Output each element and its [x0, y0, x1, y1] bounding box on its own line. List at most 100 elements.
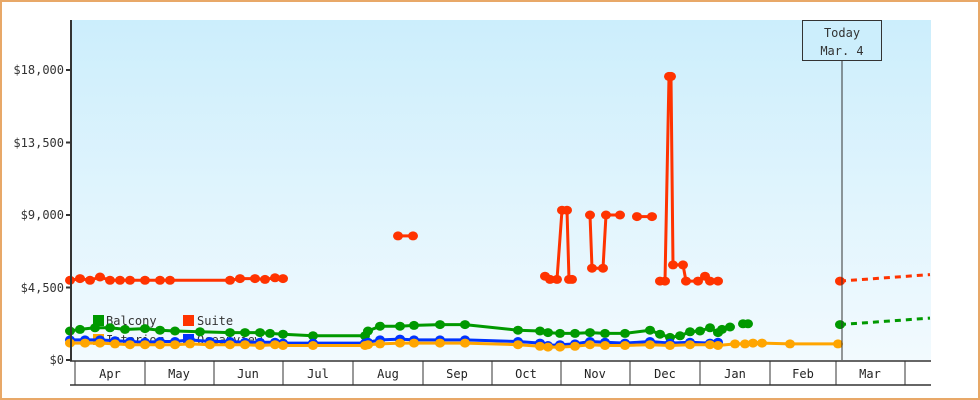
data-point[interactable]	[555, 328, 565, 338]
data-point[interactable]	[645, 325, 655, 335]
data-point[interactable]	[255, 328, 265, 338]
data-point[interactable]	[225, 275, 235, 285]
data-point[interactable]	[435, 338, 445, 348]
data-point[interactable]	[155, 325, 165, 335]
data-point[interactable]	[645, 340, 655, 350]
data-point[interactable]	[620, 341, 630, 350]
data-point[interactable]	[555, 342, 565, 352]
data-point[interactable]	[757, 338, 767, 348]
data-point[interactable]	[460, 338, 470, 348]
data-point[interactable]	[833, 339, 843, 349]
data-point[interactable]	[225, 340, 235, 350]
data-point[interactable]	[585, 340, 595, 350]
data-point[interactable]	[205, 340, 215, 350]
data-point[interactable]	[748, 338, 758, 348]
data-point[interactable]	[125, 340, 135, 350]
data-point[interactable]	[270, 273, 280, 283]
data-point[interactable]	[665, 341, 675, 350]
data-point[interactable]	[95, 272, 105, 282]
data-point[interactable]	[743, 319, 753, 329]
data-point[interactable]	[155, 340, 165, 350]
data-point[interactable]	[740, 339, 750, 349]
data-point[interactable]	[409, 338, 419, 348]
data-point[interactable]	[95, 338, 105, 348]
data-point[interactable]	[543, 342, 553, 352]
data-point[interactable]	[570, 341, 580, 351]
data-point[interactable]	[705, 276, 715, 286]
data-point[interactable]	[693, 276, 703, 286]
data-point[interactable]	[587, 263, 597, 273]
data-point[interactable]	[675, 331, 685, 341]
data-point[interactable]	[562, 205, 572, 215]
data-point[interactable]	[393, 231, 403, 241]
data-point[interactable]	[717, 324, 727, 334]
data-point[interactable]	[730, 339, 740, 349]
data-point[interactable]	[278, 274, 288, 284]
data-point[interactable]	[713, 276, 723, 286]
data-point[interactable]	[85, 275, 95, 285]
data-point[interactable]	[678, 260, 688, 270]
data-point[interactable]	[115, 275, 125, 285]
data-point[interactable]	[647, 212, 657, 222]
data-point[interactable]	[375, 339, 385, 349]
data-point[interactable]	[513, 340, 523, 350]
data-point[interactable]	[170, 340, 180, 350]
data-point[interactable]	[552, 274, 562, 284]
data-point[interactable]	[375, 321, 385, 331]
data-point[interactable]	[185, 339, 195, 349]
data-point[interactable]	[543, 328, 553, 338]
data-point[interactable]	[685, 327, 695, 337]
data-point[interactable]	[125, 275, 135, 285]
data-point[interactable]	[535, 326, 545, 336]
data-point[interactable]	[632, 212, 642, 222]
data-point[interactable]	[435, 320, 445, 330]
data-point[interactable]	[601, 210, 611, 220]
data-point[interactable]	[195, 327, 205, 337]
data-point[interactable]	[260, 274, 270, 284]
data-point[interactable]	[585, 328, 595, 338]
data-point[interactable]	[155, 275, 165, 285]
data-point[interactable]	[308, 331, 318, 341]
data-point[interactable]	[615, 210, 625, 220]
data-point[interactable]	[545, 274, 555, 284]
data-point[interactable]	[600, 328, 610, 338]
data-point[interactable]	[513, 325, 523, 335]
data-point[interactable]	[567, 274, 577, 284]
data-point[interactable]	[655, 329, 665, 339]
data-point[interactable]	[75, 274, 85, 284]
data-point[interactable]	[705, 340, 715, 350]
data-point[interactable]	[105, 275, 115, 285]
data-point[interactable]	[140, 275, 150, 285]
data-point[interactable]	[240, 340, 250, 350]
data-point[interactable]	[270, 340, 280, 350]
data-point[interactable]	[660, 276, 670, 286]
data-point[interactable]	[681, 276, 691, 286]
data-point[interactable]	[255, 341, 265, 350]
data-point[interactable]	[600, 341, 610, 350]
data-point[interactable]	[395, 338, 405, 348]
data-point[interactable]	[90, 323, 100, 333]
data-point[interactable]	[265, 328, 275, 338]
data-point[interactable]	[668, 260, 678, 270]
data-point[interactable]	[598, 263, 608, 273]
data-point[interactable]	[250, 274, 260, 284]
data-point[interactable]	[408, 231, 418, 241]
data-point[interactable]	[278, 329, 288, 339]
data-point[interactable]	[785, 339, 795, 349]
data-point[interactable]	[308, 341, 318, 350]
data-point[interactable]	[409, 320, 419, 330]
data-point[interactable]	[363, 340, 373, 350]
data-point[interactable]	[105, 323, 115, 333]
data-point[interactable]	[620, 328, 630, 338]
data-point[interactable]	[666, 71, 676, 81]
data-point[interactable]	[705, 323, 715, 333]
data-point[interactable]	[725, 322, 735, 332]
data-point[interactable]	[585, 210, 595, 220]
data-point[interactable]	[363, 326, 373, 336]
data-point[interactable]	[240, 328, 250, 338]
data-point[interactable]	[695, 326, 705, 336]
data-point[interactable]	[75, 324, 85, 334]
data-point[interactable]	[535, 341, 545, 351]
data-point[interactable]	[685, 340, 695, 350]
data-point[interactable]	[570, 328, 580, 338]
